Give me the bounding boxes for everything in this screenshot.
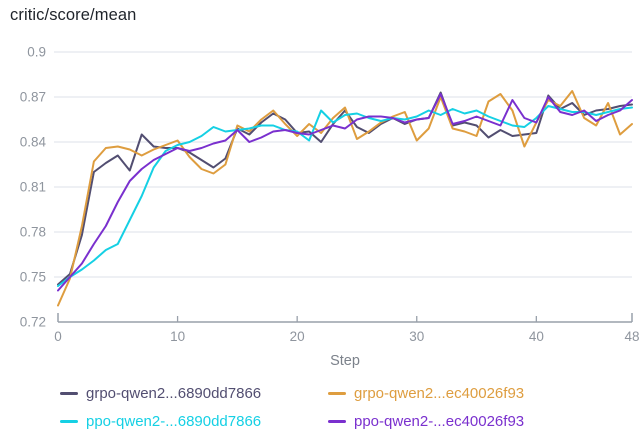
y-axis-tick-label: 0.9 [27, 45, 46, 60]
legend-label: ppo-qwen2-...ec40026f93 [354, 413, 525, 430]
series-line-1[interactable] [57, 90, 633, 307]
x-axis-tick-label: 30 [409, 329, 424, 344]
legend-item-ppo-ec40026f93[interactable]: ppo-qwen2-...ec40026f93 [328, 411, 620, 432]
series-line-0[interactable] [57, 91, 633, 286]
series-line-3[interactable] [57, 93, 633, 292]
legend-label: ppo-qwen2-...6890dd7866 [86, 413, 262, 430]
legend-line-swatch-icon [328, 420, 346, 423]
y-axis-tick-label: 0.81 [20, 180, 46, 195]
x-axis-tick-label: 0 [54, 329, 62, 344]
legend-item-grpo-ec40026f93[interactable]: grpo-qwen2...ec40026f93 [328, 383, 620, 404]
legend-line-swatch-icon [328, 392, 346, 395]
x-axis-tick-label: 40 [529, 329, 544, 344]
line-chart-plot[interactable]: 0.9 0.87 0.84 0.81 0.78 0.75 0.72 0 10 20 30 40 48 St… [0, 0, 639, 378]
x-axis-tick-label: 10 [170, 329, 185, 344]
legend-line-swatch-icon [60, 420, 78, 423]
legend-line-swatch-icon [60, 392, 78, 395]
y-axis-tick-label: 0.87 [20, 90, 46, 105]
legend-item-grpo-6890dd7866[interactable]: grpo-qwen2...6890dd7866 [60, 383, 328, 404]
y-axis-tick-label: 0.84 [20, 135, 47, 150]
legend-label: grpo-qwen2...ec40026f93 [354, 385, 525, 402]
y-axis-tick-label: 0.72 [20, 315, 46, 330]
y-axis-tick-label: 0.75 [20, 270, 46, 285]
x-axis-title: Step [330, 353, 360, 369]
legend-label: grpo-qwen2...6890dd7866 [86, 385, 262, 402]
legend-item-ppo-6890dd7866[interactable]: ppo-qwen2-...6890dd7866 [60, 411, 328, 432]
y-axis-tick-label: 0.78 [20, 225, 46, 240]
series-line-2[interactable] [57, 105, 633, 287]
x-axis-tick-label: 48 [624, 329, 639, 344]
chart-title: critic/score/mean [10, 6, 137, 24]
x-axis-tick-label: 20 [290, 329, 305, 344]
chart-legend: grpo-qwen2...6890dd7866 grpo-qwen2...ec4… [60, 383, 620, 432]
